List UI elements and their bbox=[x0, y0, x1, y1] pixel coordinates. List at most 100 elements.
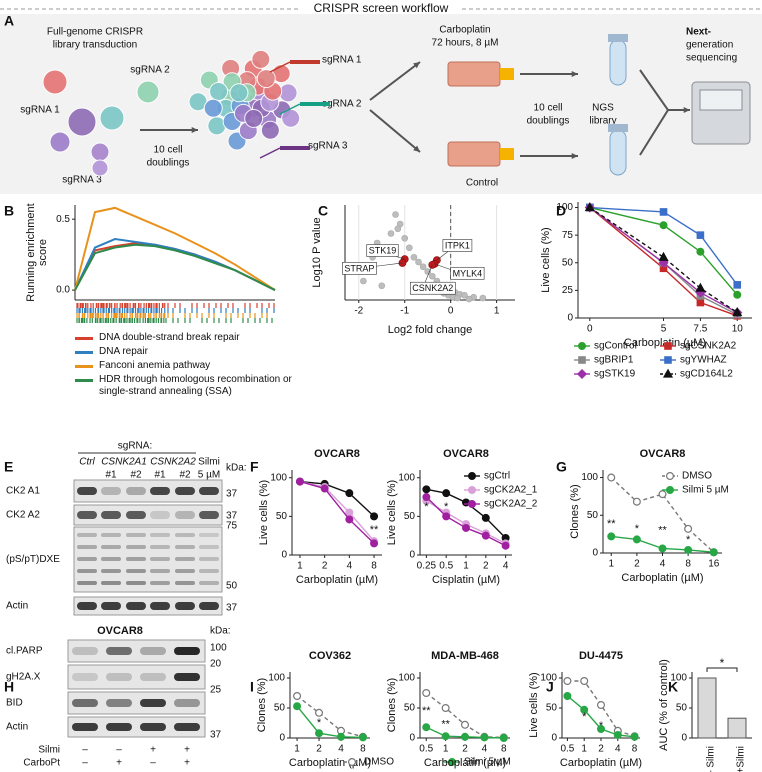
y-tick-label: 50 bbox=[276, 511, 288, 522]
legend-label: sgCSNK2A2 bbox=[680, 341, 737, 352]
y-tick-label: 100 bbox=[398, 673, 415, 684]
blot-band bbox=[175, 487, 195, 495]
x-axis-label: Cisplatin (µM) bbox=[432, 574, 500, 586]
y-tick-label: 100 bbox=[540, 673, 557, 684]
blot-band bbox=[175, 511, 195, 519]
legend-swatch bbox=[75, 379, 93, 382]
blot-band bbox=[77, 602, 97, 610]
y-tick-label: 100 bbox=[556, 202, 573, 213]
data-point bbox=[345, 515, 354, 524]
blot-band bbox=[140, 699, 166, 707]
workflow-text: Control bbox=[466, 178, 498, 189]
legend-label: sgCD164L2 bbox=[680, 369, 733, 380]
mw-marker: 50 bbox=[226, 581, 238, 592]
point-label: ITPK1 bbox=[445, 240, 470, 250]
data-point bbox=[479, 294, 487, 302]
data-point bbox=[733, 290, 742, 299]
x-axis-label: Carboplatin (µM) bbox=[424, 757, 506, 769]
mw-marker: 37 bbox=[210, 730, 222, 741]
x-tick-label: 7.5 bbox=[693, 324, 707, 335]
panel-letter: E bbox=[4, 459, 13, 475]
y-tick-label: 50 bbox=[676, 703, 688, 714]
blot-band bbox=[199, 557, 219, 561]
blot-strip bbox=[67, 691, 206, 715]
significance-mark: * bbox=[720, 656, 725, 670]
data-point bbox=[580, 676, 589, 685]
blot-band bbox=[101, 581, 121, 585]
workflow-text: 72 hours, 8 µM bbox=[432, 38, 499, 49]
x-tick-label: 4 bbox=[660, 559, 666, 570]
blot-band bbox=[126, 545, 146, 549]
panel-letter: I bbox=[250, 679, 254, 695]
blot-band bbox=[77, 533, 97, 537]
arrow-head bbox=[191, 126, 198, 134]
legend: DNA double-strand break repair DNA repair… bbox=[75, 332, 320, 400]
arrow-head bbox=[571, 70, 578, 78]
data-point bbox=[428, 272, 436, 280]
blot-band bbox=[199, 602, 219, 610]
legend-label: Silmi 5 µM bbox=[682, 485, 729, 496]
legend-marker bbox=[662, 368, 674, 378]
legend-label: DNA double-strand break repair bbox=[99, 332, 240, 343]
legend-entry: DNA repair bbox=[75, 346, 320, 358]
workflow-text: sgRNA 2 bbox=[130, 65, 170, 76]
series-line bbox=[610, 477, 715, 553]
arrow-head bbox=[571, 152, 578, 160]
data-point bbox=[461, 291, 468, 299]
blot-band bbox=[77, 569, 97, 573]
treatment-sign: + bbox=[116, 758, 122, 769]
blot-band bbox=[199, 533, 219, 537]
data-point bbox=[422, 493, 431, 502]
legend-marker bbox=[664, 356, 672, 364]
data-point bbox=[501, 541, 510, 550]
blot-band bbox=[174, 699, 200, 707]
y-tick-label: 0 bbox=[681, 733, 687, 744]
mw-marker: 20 bbox=[210, 659, 222, 670]
blot-band bbox=[150, 545, 170, 549]
legend-marker bbox=[577, 342, 586, 351]
lane-label: #2 bbox=[130, 470, 142, 481]
x-tick-label: 1 bbox=[494, 306, 500, 317]
blot-band bbox=[150, 569, 170, 573]
data-point bbox=[461, 732, 470, 741]
cell-icon bbox=[256, 69, 276, 89]
x-tick-label: 0 bbox=[448, 306, 454, 317]
blot-band bbox=[174, 673, 200, 681]
data-point bbox=[563, 676, 572, 685]
legend-label: Silmi 5 µM bbox=[464, 757, 511, 768]
blot-band bbox=[175, 533, 195, 537]
x-axis-label: Carboplatin (µM) bbox=[560, 757, 642, 769]
treatment-label: Silmi bbox=[38, 745, 60, 756]
cell-icon bbox=[203, 98, 223, 118]
legend-entry: DNA double-strand break repair bbox=[75, 332, 320, 344]
data-point bbox=[632, 535, 641, 544]
panel-letter: C bbox=[318, 203, 328, 219]
data-point bbox=[392, 211, 399, 218]
series-line bbox=[589, 206, 738, 314]
blot-band bbox=[77, 511, 97, 519]
lane-label: 5 µM bbox=[198, 470, 220, 481]
lane-label: #1 bbox=[105, 470, 117, 481]
label-box bbox=[366, 244, 399, 257]
tube bbox=[609, 39, 627, 86]
series-line bbox=[74, 243, 276, 291]
legend-swatch bbox=[75, 365, 93, 368]
data-point bbox=[454, 294, 461, 302]
x-axis-label: Carboplatin (µM) bbox=[621, 572, 703, 584]
x-tick-label: 8 bbox=[371, 561, 377, 572]
data-point bbox=[596, 700, 605, 709]
treatment-sign: – bbox=[116, 745, 122, 756]
cell-icon bbox=[251, 49, 271, 69]
x-tick-label: 0.25 bbox=[417, 561, 437, 572]
data-point bbox=[422, 688, 431, 697]
blot-row-label: cl.PARP bbox=[6, 646, 43, 657]
blot-band bbox=[150, 511, 170, 519]
data-point bbox=[394, 225, 402, 233]
y-axis-label: score bbox=[37, 239, 49, 266]
cell-icon bbox=[67, 107, 97, 137]
lane-label: Silmi bbox=[198, 457, 220, 468]
blot-band bbox=[106, 699, 132, 707]
data-point bbox=[315, 708, 324, 717]
workflow-text: sgRNA 3 bbox=[308, 141, 348, 152]
legend-marker bbox=[468, 486, 477, 495]
